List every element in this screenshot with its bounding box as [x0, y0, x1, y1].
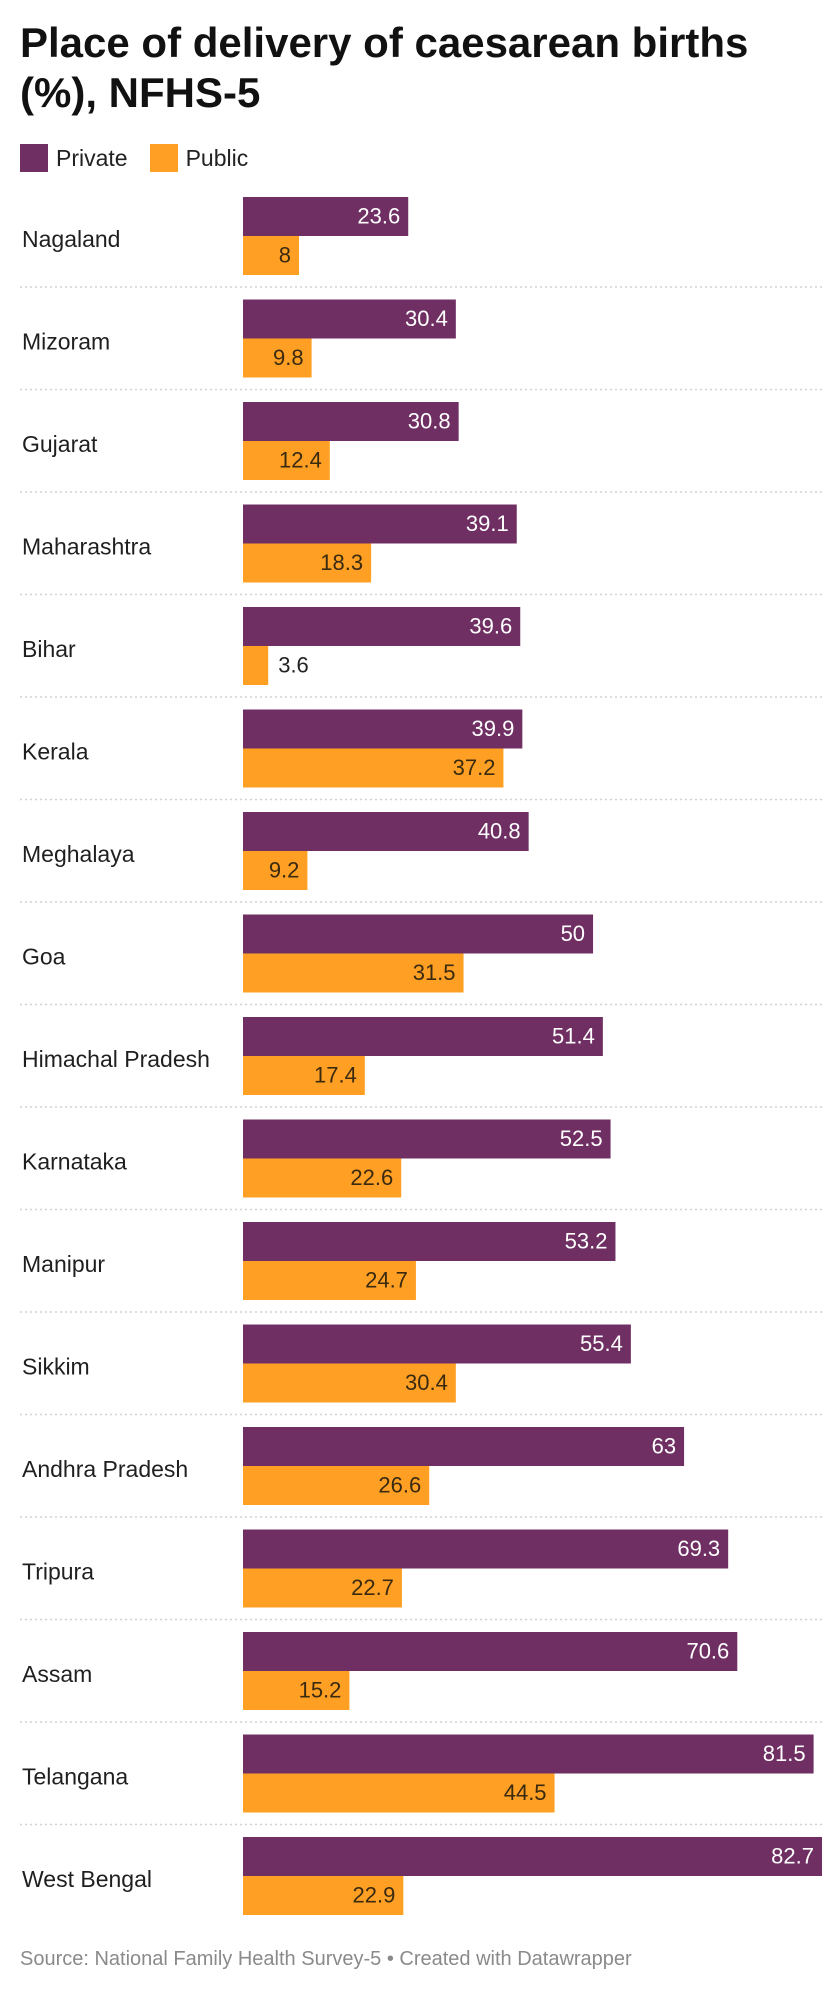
category-label-telangana: Telangana	[22, 1764, 128, 1790]
bar-public-bihar	[243, 646, 269, 685]
bar-public-telangana	[243, 1773, 555, 1813]
value-label-public-karnataka: 22.6	[350, 1165, 393, 1190]
value-label-private-maharashtra: 39.1	[466, 511, 509, 536]
bar-public-himachal-pradesh	[243, 1056, 365, 1095]
category-label-nagaland: Nagaland	[22, 226, 120, 252]
bar-public-west-bengal	[243, 1876, 404, 1915]
bar-public-andhra-pradesh	[243, 1466, 430, 1505]
bar-private-himachal-pradesh	[243, 1017, 603, 1056]
source-note: Source: National Family Health Survey-5 …	[20, 1948, 632, 1970]
bar-public-maharashtra	[243, 543, 372, 583]
value-label-private-meghalaya: 40.8	[478, 818, 521, 843]
bar-public-assam	[243, 1671, 350, 1710]
category-label-karnataka: Karnataka	[22, 1149, 127, 1175]
value-label-private-sikkim: 55.4	[580, 1331, 623, 1356]
value-label-public-sikkim: 30.4	[405, 1370, 448, 1395]
value-label-private-gujarat: 30.8	[408, 408, 451, 433]
value-label-public-gujarat: 12.4	[279, 447, 322, 472]
category-label-bihar: Bihar	[22, 636, 76, 662]
value-label-private-nagaland: 23.6	[357, 203, 400, 228]
value-label-private-assam: 70.6	[686, 1638, 729, 1663]
category-label-gujarat: Gujarat	[22, 431, 98, 457]
value-label-public-himachal-pradesh: 17.4	[314, 1062, 357, 1087]
category-label-mizoram: Mizoram	[22, 329, 110, 355]
legend-swatch-private	[20, 144, 48, 172]
legend-item-private: Private	[20, 144, 128, 172]
bar-private-maharashtra	[243, 504, 517, 544]
value-label-private-mizoram: 30.4	[405, 306, 448, 331]
value-label-public-west-bengal: 22.9	[352, 1882, 395, 1907]
category-label-west-bengal: West Bengal	[22, 1866, 152, 1892]
bar-public-gujarat	[243, 441, 330, 480]
bar-public-karnataka	[243, 1158, 402, 1198]
value-label-private-andhra-pradesh: 63	[652, 1433, 676, 1458]
category-label-meghalaya: Meghalaya	[22, 841, 135, 867]
category-label-tripura: Tripura	[22, 1559, 94, 1585]
value-label-private-kerala: 39.9	[472, 716, 515, 741]
value-label-private-telangana: 81.5	[763, 1741, 806, 1766]
bar-private-manipur	[243, 1222, 616, 1261]
bar-public-tripura	[243, 1568, 402, 1608]
legend: Private Public	[20, 143, 270, 173]
category-label-andhra-pradesh: Andhra Pradesh	[22, 1456, 188, 1482]
value-label-private-tripura: 69.3	[677, 1536, 720, 1561]
value-label-public-assam: 15.2	[299, 1677, 342, 1702]
bar-private-meghalaya	[243, 812, 529, 851]
chart-title: Place of delivery of caesarean births (%…	[20, 19, 749, 116]
category-label-sikkim: Sikkim	[22, 1354, 90, 1380]
value-label-public-maharashtra: 18.3	[320, 550, 363, 575]
value-label-private-manipur: 53.2	[565, 1228, 608, 1253]
value-label-private-goa: 50	[561, 921, 585, 946]
category-label-goa: Goa	[22, 944, 66, 970]
bar-public-mizoram	[243, 338, 312, 378]
bar-public-kerala	[243, 748, 504, 788]
bar-private-tripura	[243, 1529, 729, 1569]
value-label-public-kerala: 37.2	[453, 755, 496, 780]
value-label-public-goa: 31.5	[413, 960, 456, 985]
bar-public-sikkim	[243, 1363, 456, 1403]
bar-private-bihar	[243, 607, 521, 646]
bar-private-karnataka	[243, 1119, 611, 1159]
category-label-assam: Assam	[22, 1661, 92, 1687]
value-label-public-bihar: 3.6	[278, 652, 309, 677]
bar-private-sikkim	[243, 1324, 631, 1364]
category-label-maharashtra: Maharashtra	[22, 534, 151, 560]
bar-public-meghalaya	[243, 851, 308, 890]
bar-private-goa	[243, 914, 594, 954]
bar-public-manipur	[243, 1261, 416, 1300]
value-label-private-himachal-pradesh: 51.4	[552, 1023, 595, 1048]
legend-swatch-public	[149, 144, 178, 172]
value-label-public-manipur: 24.7	[365, 1267, 408, 1292]
value-label-public-nagaland: 8	[279, 242, 291, 267]
category-label-manipur: Manipur	[22, 1251, 105, 1277]
bar-public-nagaland	[243, 236, 300, 275]
legend-label-private: Private	[56, 144, 128, 171]
bar-chart: Nagaland 23.6 8 Mizoram 30.4 9.8 Gujarat 30.8 12…	[20, 197, 822, 1915]
value-label-private-bihar: 39.6	[469, 613, 512, 638]
value-label-public-mizoram: 9.8	[273, 345, 304, 370]
bar-private-andhra-pradesh	[243, 1427, 685, 1466]
bar-private-nagaland	[243, 197, 409, 236]
value-label-private-west-bengal: 82.7	[771, 1843, 814, 1868]
legend-item-public: Public	[149, 144, 249, 172]
value-label-public-meghalaya: 9.2	[269, 857, 300, 882]
category-label-himachal-pradesh: Himachal Pradesh	[22, 1046, 210, 1072]
value-label-public-andhra-pradesh: 26.6	[378, 1472, 421, 1497]
legend-label-public: Public	[185, 144, 249, 171]
value-label-public-telangana: 44.5	[504, 1780, 547, 1805]
value-label-public-tripura: 22.7	[351, 1575, 394, 1600]
category-label-kerala: Kerala	[22, 739, 89, 765]
bar-private-telangana	[243, 1734, 814, 1774]
bar-private-mizoram	[243, 299, 456, 339]
value-label-private-karnataka: 52.5	[560, 1126, 603, 1151]
bar-private-assam	[243, 1632, 738, 1671]
bar-private-kerala	[243, 709, 523, 749]
bar-private-west-bengal	[243, 1837, 822, 1876]
bar-private-gujarat	[243, 402, 459, 441]
bar-public-goa	[243, 953, 464, 993]
